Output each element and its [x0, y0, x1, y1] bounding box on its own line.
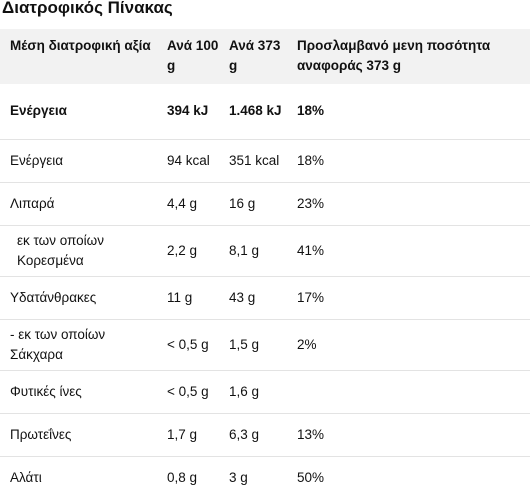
- row-reference-intake: 23%: [297, 195, 325, 211]
- row-per-373g: 8,1 g: [229, 242, 260, 258]
- row-per-100g: 394 kJ: [167, 103, 209, 119]
- table-header-row: Μέση διατροφική αξία Ανά 100 g Ανά 373 g…: [0, 29, 530, 84]
- row-reference-intake: [287, 370, 530, 413]
- row-per-100g: 4,4 g: [167, 195, 198, 211]
- row-label: - εκ των οποίων Σάκχαρα: [10, 326, 106, 362]
- row-per-100g: 11 g: [167, 289, 193, 305]
- row-reference-intake: 13%: [297, 426, 325, 442]
- table-row: Αλάτι 0,8 g 3 g 50%: [0, 456, 530, 499]
- row-per-373g: 1,5 g: [229, 336, 260, 352]
- row-per-373g: 43 g: [229, 289, 256, 305]
- row-label: Λιπαρά: [10, 195, 55, 211]
- row-label: Αλάτι: [10, 469, 42, 485]
- row-per-100g: 0,8 g: [167, 469, 198, 485]
- row-per-100g: 94 kcal: [167, 152, 210, 168]
- row-per-100g: < 0,5 g: [167, 336, 209, 352]
- table-row: Πρωτεΐνες 1,7 g 6,3 g 13%: [0, 413, 530, 456]
- table-row: Ενέργεια 94 kcal 351 kcal 18%: [0, 139, 530, 182]
- row-reference-intake: 41%: [297, 242, 325, 258]
- row-label: Ενέργεια: [10, 103, 67, 119]
- column-header-reference-intake: Προσλαμβανό μενη ποσότητα αναφοράς 373 g: [297, 38, 491, 73]
- row-label: Πρωτεΐνες: [10, 426, 72, 442]
- row-reference-intake: 18%: [297, 103, 325, 119]
- row-label: Υδατάνθρακες: [10, 289, 97, 305]
- row-per-373g: 6,3 g: [229, 426, 260, 442]
- row-per-373g: 351 kcal: [229, 152, 280, 168]
- row-per-100g: < 0,5 g: [167, 383, 209, 399]
- table-row: εκ των οποίων Κορεσμένα 2,2 g 8,1 g 41%: [0, 225, 530, 276]
- table-row: - εκ των οποίων Σάκχαρα < 0,5 g 1,5 g 2%: [0, 319, 530, 370]
- row-per-100g: 2,2 g: [167, 242, 198, 258]
- row-reference-intake: 18%: [297, 152, 325, 168]
- row-per-100g: 1,7 g: [167, 426, 198, 442]
- nutrition-table: Μέση διατροφική αξία Ανά 100 g Ανά 373 g…: [0, 29, 530, 499]
- row-reference-intake: 2%: [297, 336, 317, 352]
- row-per-373g: 16 g: [229, 195, 256, 211]
- table-row: Ενέργεια 394 kJ 1.468 kJ 18%: [0, 84, 530, 139]
- row-reference-intake: 17%: [297, 289, 325, 305]
- column-header-nutrient: Μέση διατροφική αξία: [10, 38, 151, 53]
- column-header-per-100g: Ανά 100 g: [167, 38, 219, 73]
- table-row: Φυτικές ίνες < 0,5 g 1,6 g: [0, 370, 530, 413]
- table-row: Υδατάνθρακες 11 g 43 g 17%: [0, 276, 530, 319]
- row-per-373g: 1,6 g: [229, 383, 260, 399]
- row-per-373g: 3 g: [229, 469, 248, 485]
- column-header-per-373g: Ανά 373 g: [229, 38, 281, 73]
- row-label: εκ των οποίων Κορεσμένα: [17, 232, 104, 268]
- page-title: Διατροφικός Πίνακας: [2, 0, 173, 17]
- table-row: Λιπαρά 4,4 g 16 g 23%: [0, 182, 530, 225]
- row-reference-intake: 50%: [297, 469, 325, 485]
- row-label: Φυτικές ίνες: [10, 383, 82, 399]
- row-label: Ενέργεια: [10, 152, 64, 168]
- row-per-373g: 1.468 kJ: [229, 103, 282, 119]
